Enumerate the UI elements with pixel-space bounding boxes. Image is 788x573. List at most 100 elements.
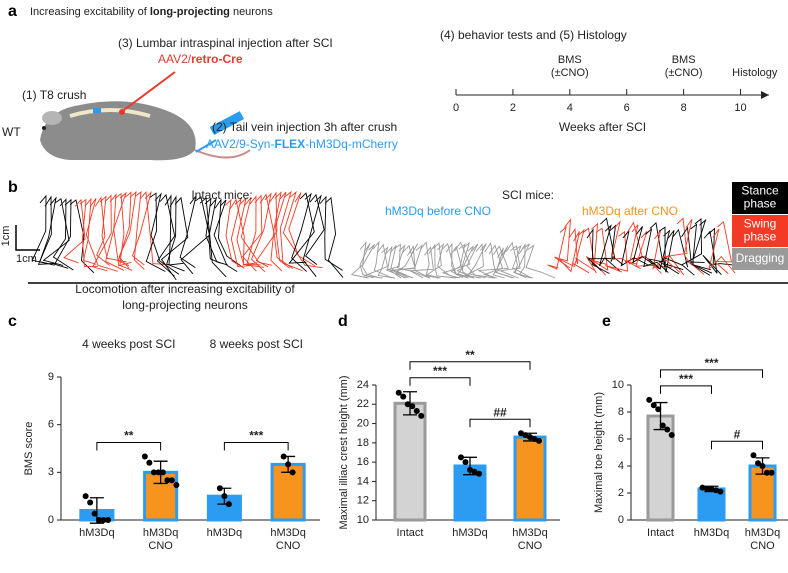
stick (582, 227, 608, 267)
stick (498, 245, 521, 279)
stick (131, 191, 152, 266)
stick (609, 224, 624, 266)
significance-bracket (469, 418, 531, 428)
stick (279, 190, 303, 272)
stick (133, 191, 145, 270)
data-point (664, 426, 671, 433)
chart-subtitle: 8 weeks post SCI (210, 337, 303, 351)
x-tick-label: hM3Dq (452, 527, 487, 539)
panel-label: b (8, 179, 18, 196)
timeline-title: (4) behavior tests and (5) Histology (440, 28, 627, 42)
significance-label: *** (704, 356, 718, 370)
stick (304, 193, 325, 266)
stick (118, 190, 137, 269)
x-tick-label: hM3Dq (694, 527, 729, 539)
data-point (404, 401, 411, 408)
stick (707, 228, 736, 274)
data-point (87, 499, 94, 506)
significance-bracket (660, 369, 763, 378)
significance-label: *** (679, 372, 693, 386)
mouse-illustration (40, 71, 251, 161)
data-point (91, 510, 98, 517)
stick (166, 195, 185, 272)
data-point (221, 493, 228, 500)
stick (414, 244, 431, 279)
y-tick-label: 20 (357, 417, 369, 429)
panel-label: d (338, 313, 348, 330)
stick (568, 227, 596, 272)
data-point (400, 393, 407, 400)
stick (230, 197, 251, 268)
stick (117, 191, 132, 266)
stick (37, 195, 56, 265)
significance-bracket (96, 441, 162, 451)
stick (396, 244, 430, 279)
data-point (536, 437, 542, 444)
stick (683, 219, 705, 275)
timeline-tick-label: 8 (681, 102, 687, 114)
panel-label: a (8, 3, 17, 20)
stick (518, 242, 534, 279)
data-point (476, 470, 482, 477)
stick (713, 220, 732, 274)
scale-label: 1cm (16, 253, 37, 265)
virus-label-part: AAV2/ (158, 52, 192, 66)
timeline-tick-label: 2 (510, 102, 516, 114)
x-tick-label: hM3Dq CNO (143, 527, 178, 552)
significance-label: ** (124, 429, 134, 443)
stick (240, 197, 273, 266)
data-point (146, 459, 153, 466)
significance-bracket (409, 377, 471, 386)
data-point (100, 517, 107, 523)
stick (632, 226, 660, 270)
stick (250, 192, 272, 273)
crush-site (93, 108, 101, 113)
chart-subtitle: 4 weeks post SCI (82, 337, 175, 351)
stick (547, 225, 567, 270)
data-point (750, 452, 757, 459)
chart-title: Locomotion after increasing excitability… (75, 282, 295, 296)
y-tick-label: 0 (48, 514, 54, 526)
stick (160, 196, 189, 281)
legend-label: Stance (741, 184, 779, 198)
stick (79, 198, 98, 267)
group-label: hM3Dq before CNO (385, 204, 491, 218)
stick (525, 244, 556, 279)
stick (114, 192, 133, 271)
data-point (225, 501, 232, 508)
stick (385, 245, 413, 279)
stick (224, 198, 245, 269)
timeline-event: (±CNO) (551, 67, 589, 79)
step-label: (2) Tail vein injection 3h after crush (212, 120, 397, 134)
stick (53, 198, 72, 269)
stick (571, 228, 590, 274)
bar (393, 401, 427, 522)
stick (85, 198, 118, 272)
legend-swatch (732, 182, 788, 214)
y-tick-label: 24 (357, 379, 369, 391)
panel-label: c (8, 313, 17, 330)
step-label: (1) T8 crush (22, 88, 86, 102)
y-tick-label: 8 (618, 406, 624, 418)
stick (419, 241, 440, 279)
needle (123, 71, 176, 111)
y-tick-label: 12 (357, 495, 369, 507)
stick (324, 196, 344, 278)
stick (92, 194, 112, 272)
stick (180, 196, 211, 275)
y-tick-label: 18 (357, 437, 369, 449)
data-point (527, 434, 533, 441)
stick (702, 230, 722, 276)
significance-label: ## (493, 405, 507, 419)
data-point (668, 431, 675, 438)
data-point (708, 485, 715, 492)
stick (288, 192, 316, 267)
data-point (96, 517, 103, 523)
stick (362, 243, 388, 279)
stick (99, 195, 127, 263)
y-tick-label: 10 (357, 514, 369, 526)
data-point (471, 468, 478, 475)
spinal-cord (69, 108, 151, 118)
timeline-tick-label: 4 (567, 102, 573, 114)
data-point (418, 412, 425, 419)
